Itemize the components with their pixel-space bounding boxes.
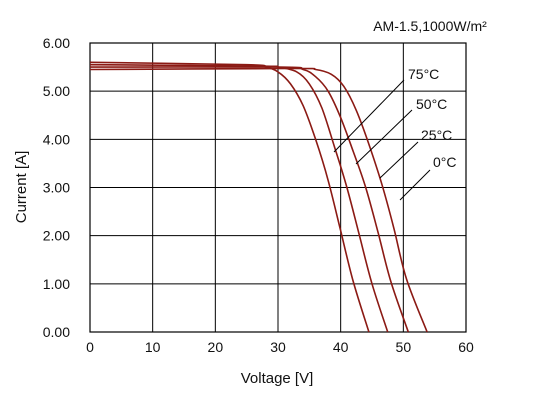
y-axis-label: Current [A] xyxy=(13,151,30,224)
series-labels: 75°C 50°C 25°C 0°C xyxy=(333,66,457,201)
y-tick-label: 0.00 xyxy=(43,324,70,340)
y-tick-label: 6.00 xyxy=(43,35,70,51)
x-tick-label: 40 xyxy=(333,339,349,355)
series-line-3 xyxy=(89,67,428,333)
leader-line xyxy=(379,141,419,179)
series-label: 25°C xyxy=(421,127,452,143)
grid xyxy=(89,42,467,333)
tick-labels: 0 10 20 30 40 50 60 0.00 1.00 2.00 3.00 4.00 5.00 6.0… xyxy=(43,35,474,355)
y-tick-label: 3.00 xyxy=(43,180,70,196)
curves xyxy=(89,61,428,333)
leader-line xyxy=(399,169,431,201)
series-label: 75°C xyxy=(408,66,439,82)
x-tick-label: 30 xyxy=(270,339,286,355)
series-label: 0°C xyxy=(433,154,457,170)
x-tick-label: 50 xyxy=(396,339,412,355)
series-line-2 xyxy=(89,66,410,333)
x-tick-label: 0 xyxy=(86,339,94,355)
y-tick-label: 2.00 xyxy=(43,228,70,244)
leader-line xyxy=(355,109,413,165)
series-line-1 xyxy=(89,63,389,333)
x-axis-label: Voltage [V] xyxy=(241,370,314,387)
series-label: 50°C xyxy=(416,96,447,112)
leader-line xyxy=(333,79,405,153)
condition-annotation: AM-1.5,1000W/m² xyxy=(373,18,487,34)
y-tick-label: 4.00 xyxy=(43,131,70,147)
x-tick-label: 10 xyxy=(145,339,161,355)
series-line-0 xyxy=(89,61,370,333)
y-tick-label: 1.00 xyxy=(43,276,70,292)
x-tick-label: 60 xyxy=(458,339,474,355)
x-tick-label: 20 xyxy=(208,339,224,355)
y-tick-label: 5.00 xyxy=(43,83,70,99)
